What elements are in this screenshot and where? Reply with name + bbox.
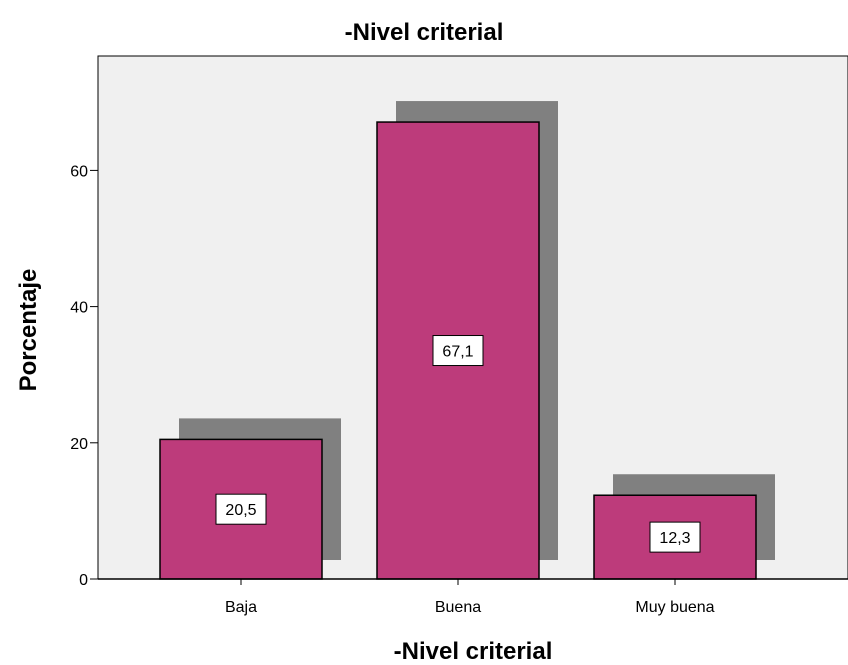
x-category-label: Buena xyxy=(435,599,481,616)
x-category-label: Baja xyxy=(225,599,257,616)
value-label-box xyxy=(215,493,267,525)
value-label-box xyxy=(649,521,701,553)
y-axis-label: Porcentaje xyxy=(15,269,42,392)
y-tick-label: 0 xyxy=(79,572,88,589)
x-axis-categories: Baja Buena Muy buena xyxy=(225,579,715,616)
chart-title: -Nivel criterial xyxy=(345,19,504,46)
y-tick-label: 20 xyxy=(70,436,88,453)
x-axis-label: -Nivel criterial xyxy=(394,638,553,665)
value-label: 20,5 xyxy=(225,502,256,519)
value-label: 67,1 xyxy=(442,344,473,361)
value-labels: 20,5 67,1 12,3 xyxy=(215,335,701,553)
value-label: 12,3 xyxy=(659,530,690,547)
y-tick-label: 40 xyxy=(70,300,88,317)
y-axis-ticks: 0 20 40 60 xyxy=(70,163,98,589)
x-category-label: Muy buena xyxy=(635,599,714,616)
y-tick-label: 60 xyxy=(70,163,88,180)
value-label-box xyxy=(432,335,484,367)
